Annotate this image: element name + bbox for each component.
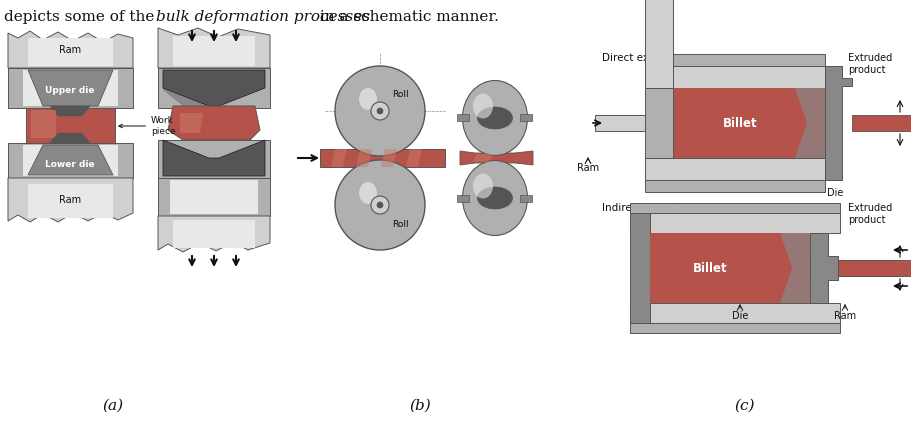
Bar — [644, 0, 672, 88]
Text: Work
piece: Work piece — [118, 116, 176, 136]
Text: Indirect extrusion: Indirect extrusion — [601, 203, 693, 213]
Bar — [644, 66, 824, 88]
Bar — [851, 115, 911, 131]
Text: Billet: Billet — [722, 116, 756, 130]
Bar — [630, 213, 839, 233]
Text: depicts some of the: depicts some of the — [4, 10, 159, 24]
Circle shape — [376, 202, 383, 208]
Circle shape — [371, 102, 389, 120]
Bar — [456, 114, 468, 121]
Circle shape — [334, 160, 425, 250]
Bar — [594, 115, 644, 131]
Text: Ram: Ram — [833, 311, 855, 321]
Polygon shape — [8, 178, 133, 222]
Text: Roll: Roll — [392, 90, 408, 99]
Bar — [809, 260, 899, 276]
Polygon shape — [405, 149, 422, 167]
Text: in a schematic manner.: in a schematic manner. — [314, 10, 498, 24]
Bar — [169, 180, 258, 214]
Bar — [630, 303, 839, 323]
Polygon shape — [824, 66, 851, 180]
Polygon shape — [650, 233, 809, 303]
Bar — [630, 203, 839, 213]
Polygon shape — [179, 113, 203, 133]
Polygon shape — [50, 133, 90, 143]
Circle shape — [371, 196, 389, 214]
Ellipse shape — [477, 187, 512, 209]
Polygon shape — [320, 149, 445, 167]
Bar — [28, 184, 113, 218]
Bar — [644, 54, 824, 66]
Ellipse shape — [462, 160, 527, 235]
Polygon shape — [158, 28, 270, 68]
Bar — [28, 38, 113, 66]
Ellipse shape — [473, 173, 493, 199]
Circle shape — [376, 108, 383, 114]
Text: Direct extrusion: Direct extrusion — [601, 53, 685, 63]
Bar — [519, 195, 531, 202]
Bar — [519, 114, 531, 121]
Text: Upper die: Upper die — [46, 86, 95, 95]
Text: (b): (b) — [409, 399, 430, 413]
Text: Die: Die — [826, 188, 843, 198]
Text: Roll: Roll — [392, 220, 408, 229]
Polygon shape — [168, 106, 260, 140]
Ellipse shape — [462, 80, 527, 155]
Bar — [173, 36, 255, 66]
Polygon shape — [459, 151, 532, 165]
Ellipse shape — [477, 107, 512, 129]
Polygon shape — [50, 106, 90, 116]
Polygon shape — [672, 88, 824, 158]
Text: Billet: Billet — [692, 262, 726, 274]
Bar — [644, 88, 672, 158]
Polygon shape — [331, 149, 346, 167]
Text: (a): (a) — [102, 399, 123, 413]
Bar — [644, 158, 824, 180]
Text: Die: Die — [731, 311, 747, 321]
Text: Extruded
product: Extruded product — [847, 53, 891, 74]
Ellipse shape — [359, 88, 376, 110]
Bar — [837, 260, 911, 276]
Bar — [630, 323, 839, 333]
Polygon shape — [794, 88, 824, 158]
Bar — [23, 70, 118, 106]
Polygon shape — [473, 154, 493, 162]
Polygon shape — [28, 145, 113, 175]
Text: Ram: Ram — [577, 163, 599, 173]
Polygon shape — [158, 216, 270, 252]
Ellipse shape — [359, 182, 376, 204]
Bar — [158, 140, 270, 178]
Polygon shape — [809, 233, 837, 303]
Bar — [173, 220, 255, 248]
Bar — [644, 180, 824, 192]
Ellipse shape — [473, 93, 493, 119]
Bar — [8, 143, 133, 178]
Polygon shape — [163, 140, 265, 176]
Polygon shape — [355, 149, 372, 167]
Text: bulk deformation processes: bulk deformation processes — [156, 10, 370, 24]
Bar — [456, 195, 468, 202]
Bar — [23, 145, 118, 176]
Bar — [8, 68, 133, 108]
Text: Lower die: Lower die — [46, 160, 95, 169]
Bar — [158, 68, 270, 108]
Polygon shape — [28, 70, 113, 106]
Polygon shape — [26, 108, 115, 143]
Text: Extruded
product: Extruded product — [847, 203, 891, 225]
Polygon shape — [163, 70, 265, 106]
Circle shape — [334, 66, 425, 156]
Text: (c): (c) — [734, 399, 754, 413]
Polygon shape — [163, 140, 209, 176]
Text: Ram: Ram — [59, 45, 81, 55]
Polygon shape — [779, 233, 809, 303]
Bar — [630, 213, 650, 323]
Bar — [158, 178, 270, 216]
Polygon shape — [31, 110, 56, 138]
Polygon shape — [163, 70, 209, 106]
Polygon shape — [8, 31, 133, 68]
Text: Ram: Ram — [59, 195, 81, 205]
Polygon shape — [381, 149, 396, 167]
